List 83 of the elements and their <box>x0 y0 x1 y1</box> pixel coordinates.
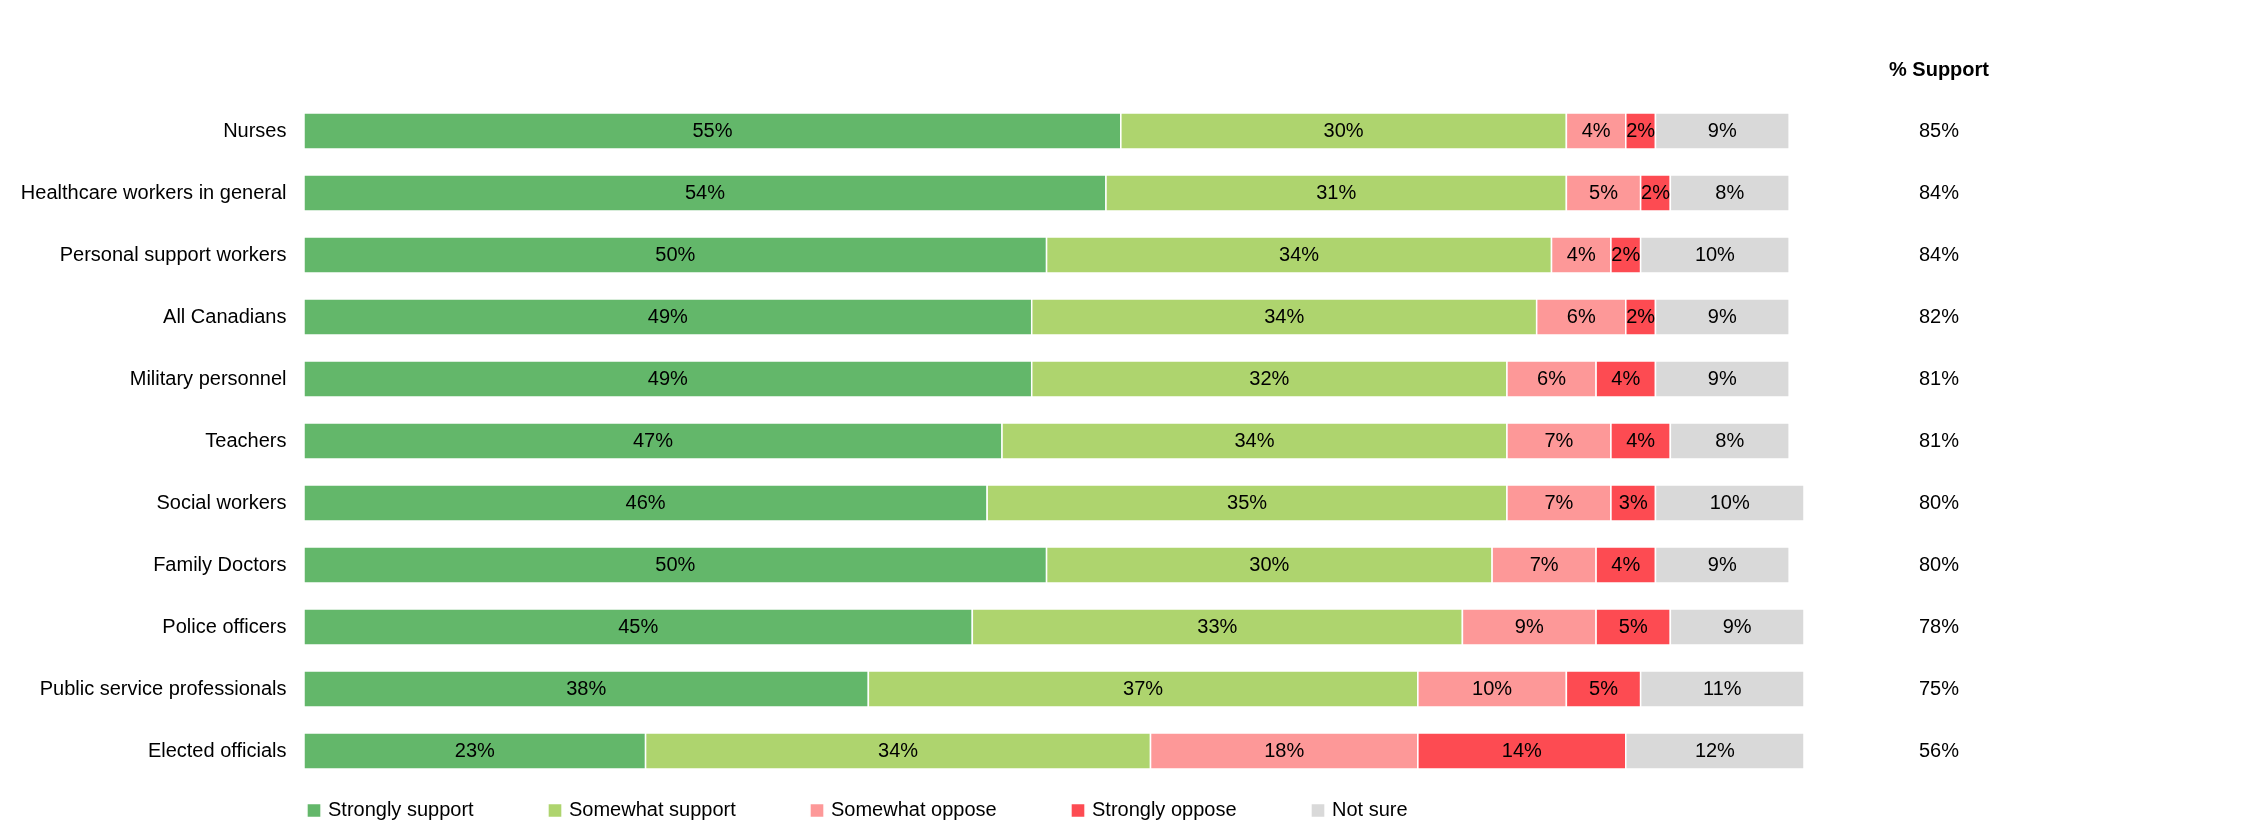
data-label: 2% <box>1626 119 1656 141</box>
text: 80% <box>1918 491 1960 513</box>
data-label: 2% <box>1641 181 1671 203</box>
data-label: 54% <box>684 181 726 203</box>
legend-label: Strongly oppose <box>1092 798 1237 821</box>
text: 78% <box>1918 615 1960 637</box>
data-label: 50% <box>655 553 696 575</box>
data-label: 45% <box>618 615 659 637</box>
data-label: 23% <box>454 739 496 761</box>
data-label: 5% <box>1618 615 1648 637</box>
data-label: 8% <box>1715 181 1745 203</box>
data-label: 30% <box>1249 553 1290 575</box>
y-tick-label: Police officers <box>162 615 287 637</box>
text: % Support <box>1889 58 1990 80</box>
data-label: 33% <box>1197 615 1238 637</box>
data-label: 2% <box>1626 305 1656 327</box>
data-label: 55% <box>692 119 733 141</box>
text: 75% <box>1918 677 1960 699</box>
data-label: 5% <box>1589 677 1619 699</box>
y-tick-label: Social workers <box>156 491 287 513</box>
data-label: 10% <box>1472 677 1513 699</box>
text: 56% <box>1918 739 1960 761</box>
data-label: 47% <box>632 429 674 451</box>
y-tick-label: Elected officials <box>147 739 287 761</box>
data-label: 31% <box>1316 181 1357 203</box>
data-label: 9% <box>1707 367 1737 389</box>
data-label: 6% <box>1566 305 1596 327</box>
data-label: 9% <box>1707 553 1737 575</box>
text: 81% <box>1918 429 1960 451</box>
data-label: 50% <box>655 243 696 265</box>
y-tick-label: Military personnel <box>129 367 287 389</box>
data-label: 4% <box>1626 429 1656 451</box>
y-tick-label: Healthcare workers in general <box>20 181 287 203</box>
data-label: 2% <box>1611 243 1641 265</box>
data-label: 30% <box>1323 119 1364 141</box>
data-label: 49% <box>647 305 689 327</box>
data-label: 11% <box>1703 677 1742 699</box>
data-label: 7% <box>1544 491 1574 513</box>
data-label: 3% <box>1618 491 1648 513</box>
y-tick-label: Teachers <box>205 429 287 451</box>
data-label: 4% <box>1611 553 1641 575</box>
data-label: 4% <box>1581 119 1611 141</box>
data-label: 7% <box>1529 553 1559 575</box>
legend-label: Somewhat support <box>569 798 737 821</box>
data-label: 18% <box>1264 739 1305 761</box>
data-label: 38% <box>566 677 607 699</box>
text: 81% <box>1918 367 1960 389</box>
data-label: 5% <box>1589 181 1619 203</box>
data-label: 34% <box>1279 243 1320 265</box>
y-tick-label: Public service professionals <box>39 677 287 699</box>
data-label: 10% <box>1694 243 1736 265</box>
y-tick-label: Personal support workers <box>59 243 287 265</box>
y-tick-label: Nurses <box>223 119 287 141</box>
data-label: 9% <box>1707 119 1737 141</box>
text: 85% <box>1918 119 1960 141</box>
legend-label: Not sure <box>1332 798 1408 821</box>
y-tick-label: All Canadians <box>163 305 287 327</box>
data-label: 46% <box>625 491 666 513</box>
data-label: 49% <box>647 367 689 389</box>
y-tick-label: Family Doctors <box>153 553 287 575</box>
data-label: 10% <box>1709 491 1750 513</box>
data-label: 7% <box>1544 429 1574 451</box>
data-label: 34% <box>1264 305 1305 327</box>
text: 84% <box>1918 243 1960 265</box>
data-label: 6% <box>1537 367 1567 389</box>
legend-label: Somewhat oppose <box>831 798 997 821</box>
data-label: 35% <box>1227 491 1268 513</box>
data-label: 4% <box>1611 367 1641 389</box>
data-label: 14% <box>1501 739 1543 761</box>
data-label: 32% <box>1249 367 1290 389</box>
data-label: 4% <box>1566 243 1596 265</box>
legend-label: Strongly support <box>328 798 475 821</box>
data-label: 34% <box>878 739 919 761</box>
text: 80% <box>1918 553 1960 575</box>
data-label: 8% <box>1715 429 1745 451</box>
text: 84% <box>1918 181 1960 203</box>
data-label: 37% <box>1123 677 1164 699</box>
data-label: 34% <box>1234 429 1275 451</box>
text: 82% <box>1918 305 1960 327</box>
data-label: 9% <box>1707 305 1737 327</box>
data-label: 12% <box>1694 739 1736 761</box>
data-label: 9% <box>1514 615 1544 637</box>
data-label: 9% <box>1722 615 1752 637</box>
